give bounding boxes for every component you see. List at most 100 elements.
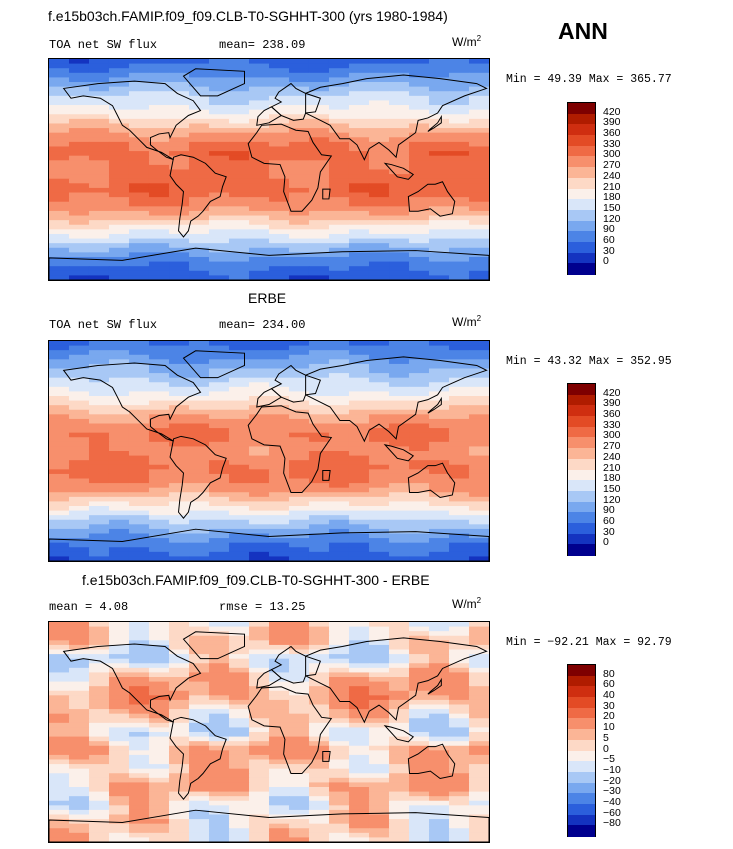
- map-cell: [288, 732, 310, 738]
- map-cell: [189, 658, 210, 664]
- map-cell: [68, 229, 90, 235]
- map-cell: [229, 192, 250, 198]
- map-cell: [429, 823, 450, 829]
- map-cell: [389, 713, 410, 719]
- map-cell: [368, 197, 390, 203]
- colorbar-tick-label: 300: [603, 429, 621, 442]
- map-cell: [88, 100, 110, 106]
- map-cell: [429, 492, 450, 498]
- map-cell: [348, 496, 370, 503]
- map-cell: [409, 105, 430, 111]
- map-cell: [288, 132, 310, 138]
- map-cell: [368, 243, 390, 249]
- map-cell: [229, 220, 250, 226]
- map-cell: [429, 483, 450, 489]
- map-cell: [128, 667, 150, 674]
- panel3-rmse-label: rmse = 13.25: [219, 600, 306, 614]
- map-cell: [209, 238, 230, 244]
- map-cell: [169, 699, 190, 706]
- map-cell: [189, 359, 210, 365]
- map-cell: [449, 759, 470, 765]
- map-cell: [368, 270, 390, 276]
- map-cell: [469, 750, 489, 756]
- map-cell: [249, 622, 270, 628]
- map-cell: [108, 496, 130, 503]
- map-cell: [308, 201, 330, 207]
- map-cell: [469, 768, 489, 774]
- map-cell: [429, 695, 450, 701]
- map-cell: [249, 359, 270, 365]
- map-cell: [249, 741, 270, 747]
- map-cell: [328, 510, 350, 516]
- map-cell: [49, 266, 70, 272]
- map-cell: [128, 764, 150, 770]
- map-cell: [49, 551, 70, 558]
- map-cell: [148, 441, 170, 448]
- map-cell: [209, 350, 230, 356]
- map-cell: [429, 77, 450, 83]
- map-cell: [229, 814, 250, 820]
- map-cell: [328, 754, 350, 761]
- map-cell: [148, 823, 170, 829]
- map-cell: [169, 640, 190, 646]
- map-cell: [409, 391, 430, 397]
- map-cell: [189, 368, 210, 374]
- map-cell: [189, 492, 210, 498]
- map-cell: [348, 396, 370, 402]
- map-cell: [269, 709, 290, 715]
- map-cell: [409, 718, 430, 724]
- map-cell: [368, 773, 390, 779]
- map-cell: [249, 814, 270, 820]
- map-cell: [189, 100, 210, 106]
- map-cell: [368, 341, 390, 347]
- map-cell: [189, 396, 210, 402]
- map-cell: [288, 437, 310, 443]
- map-cell: [328, 814, 350, 820]
- map-cell: [189, 146, 210, 152]
- map-cell: [389, 155, 410, 161]
- map-cell: [148, 741, 170, 747]
- map-cell: [148, 496, 170, 503]
- map-cell: [429, 787, 450, 793]
- map-cell: [469, 432, 489, 438]
- map-cell: [108, 750, 130, 756]
- map-cell: [189, 350, 210, 356]
- map-cell: [368, 368, 390, 374]
- map-cell: [229, 483, 250, 489]
- map-cell: [308, 667, 330, 674]
- map-cell: [269, 95, 290, 102]
- map-cell: [88, 773, 110, 779]
- map-cell: [148, 82, 170, 88]
- map-cell: [409, 164, 430, 171]
- map-cell: [169, 768, 190, 774]
- map-cell: [128, 469, 150, 475]
- map-cell: [68, 428, 90, 434]
- map-cell: [288, 631, 310, 637]
- map-cell: [128, 814, 150, 820]
- colorbar-swatch: [568, 426, 595, 438]
- map-cell: [128, 220, 150, 226]
- map-cell: [189, 446, 210, 452]
- map-cell: [108, 677, 130, 683]
- map-cell: [169, 128, 190, 134]
- map-cell: [249, 256, 270, 263]
- map-cell: [189, 128, 210, 134]
- map-cell: [449, 169, 470, 175]
- map-cell: [68, 437, 90, 443]
- map-cell: [88, 386, 110, 393]
- map-cell: [108, 229, 130, 235]
- map-cell: [209, 164, 230, 171]
- map-cell: [189, 478, 210, 484]
- map-cell: [409, 409, 430, 415]
- map-cell: [449, 68, 470, 74]
- map-cell: [169, 174, 190, 180]
- map-cell: [229, 777, 250, 784]
- map-cell: [169, 137, 190, 143]
- map-cell: [128, 759, 150, 765]
- map-cell: [68, 224, 90, 230]
- map-cell: [429, 275, 450, 280]
- map-cell: [469, 487, 489, 493]
- map-cell: [389, 754, 410, 761]
- map-cell: [409, 354, 430, 360]
- map-cell: [269, 68, 290, 74]
